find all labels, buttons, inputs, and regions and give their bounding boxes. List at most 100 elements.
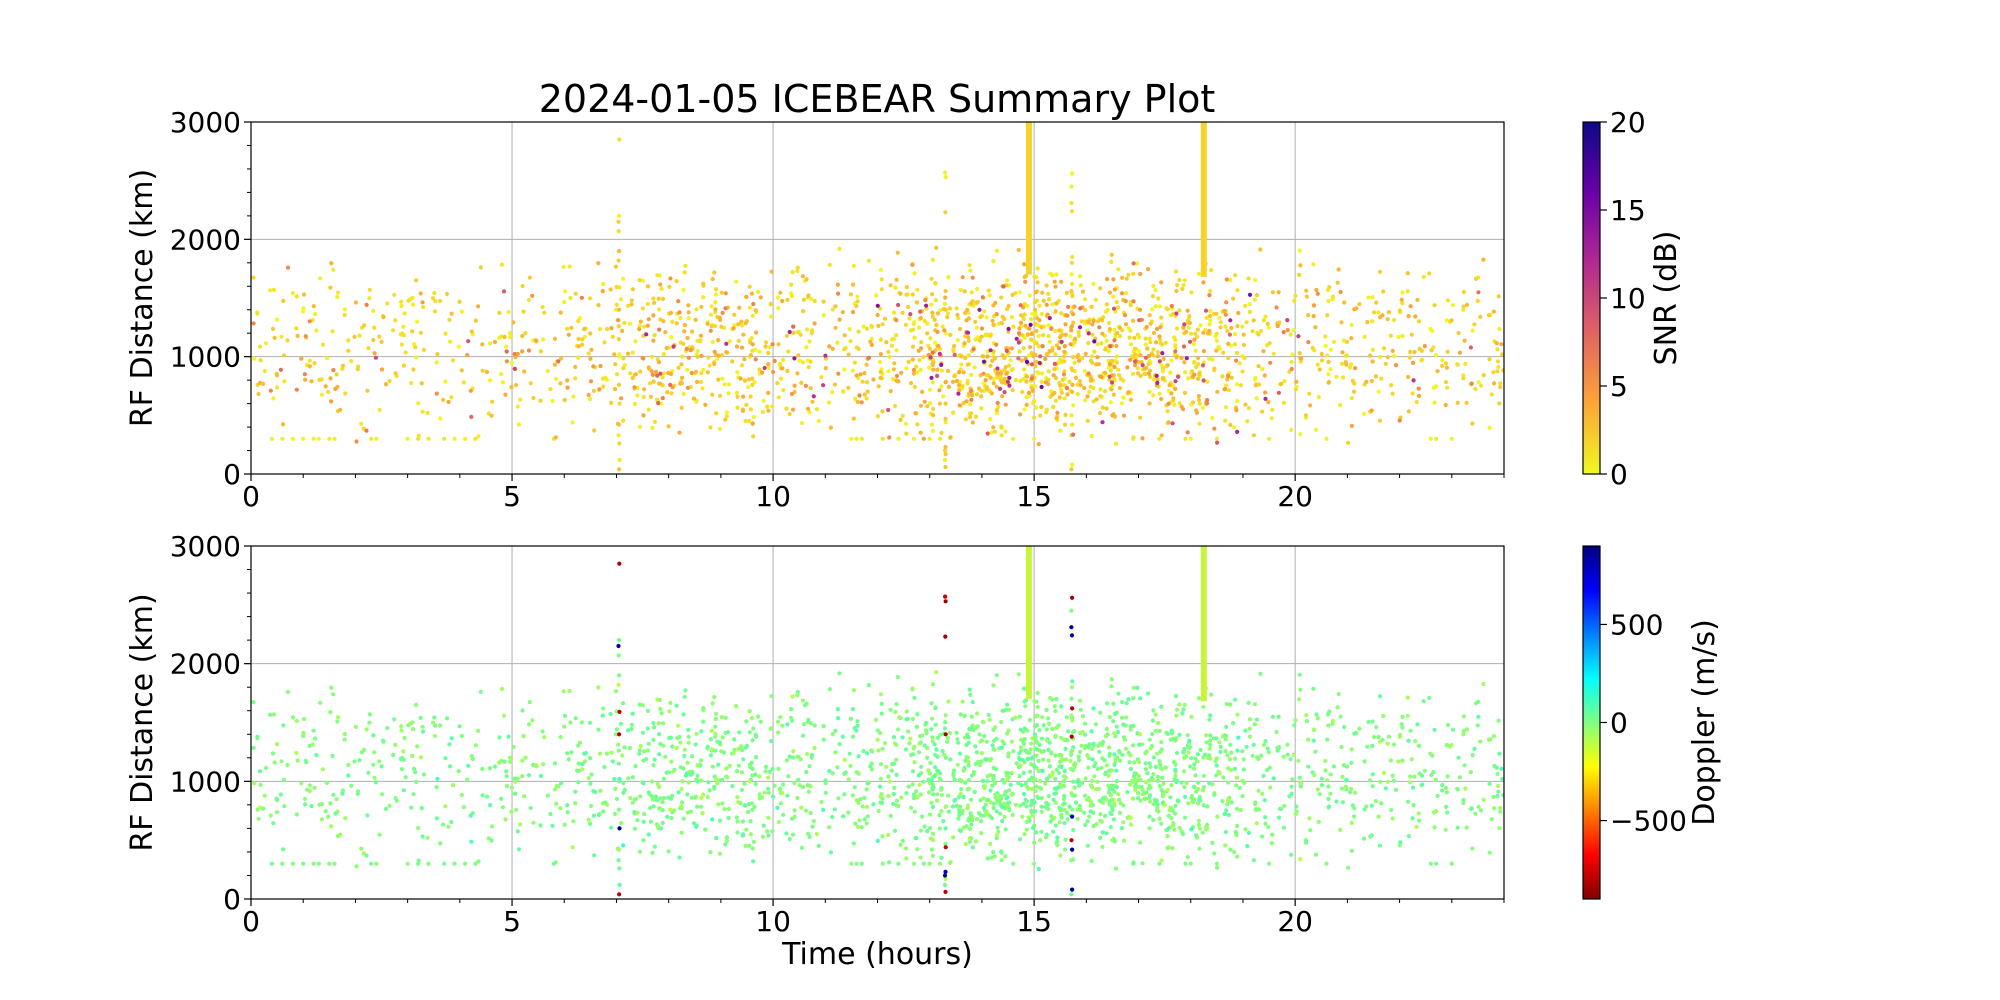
data-point xyxy=(1004,371,1009,376)
data-point xyxy=(837,742,842,747)
data-point xyxy=(927,436,932,441)
data-point xyxy=(616,761,621,766)
data-point xyxy=(658,826,664,831)
data-point xyxy=(1061,779,1067,784)
data-point xyxy=(1312,772,1317,778)
data-point xyxy=(1336,267,1341,272)
data-point xyxy=(617,561,622,566)
data-point xyxy=(911,792,917,797)
data-point xyxy=(955,338,960,343)
data-point xyxy=(917,741,922,746)
data-point xyxy=(459,309,464,314)
data-point xyxy=(629,298,634,303)
data-point xyxy=(1449,861,1454,866)
data-point xyxy=(648,819,654,824)
data-point xyxy=(812,298,817,304)
data-point xyxy=(896,804,901,809)
data-point xyxy=(592,428,597,433)
data-point xyxy=(878,776,884,781)
data-point xyxy=(937,351,942,356)
data-point xyxy=(948,332,953,337)
data-point xyxy=(1428,436,1433,441)
data-point xyxy=(645,284,651,289)
data-point xyxy=(943,307,948,312)
data-point xyxy=(708,753,713,758)
data-point xyxy=(932,317,937,322)
data-point xyxy=(1182,755,1187,761)
data-point xyxy=(884,340,889,345)
data-point xyxy=(888,283,893,288)
data-point xyxy=(1335,705,1340,710)
data-point xyxy=(722,806,727,812)
data-point xyxy=(1366,719,1371,725)
data-point xyxy=(1193,773,1198,778)
data-point xyxy=(601,384,606,389)
data-point xyxy=(1251,433,1256,438)
data-point xyxy=(770,404,775,409)
data-point xyxy=(1051,829,1056,834)
data-point xyxy=(932,774,937,779)
data-point xyxy=(1022,791,1027,797)
data-point xyxy=(579,295,585,300)
data-point xyxy=(476,859,481,864)
data-point xyxy=(1435,793,1440,799)
data-point xyxy=(751,839,757,844)
data-point xyxy=(676,299,681,304)
data-point xyxy=(699,729,704,734)
data-point xyxy=(874,717,879,723)
data-point xyxy=(677,430,682,435)
data-point xyxy=(372,775,377,780)
data-point xyxy=(833,750,838,755)
data-point xyxy=(392,717,397,722)
data-point xyxy=(480,368,485,373)
data-point xyxy=(943,889,948,895)
data-point xyxy=(991,850,996,855)
data-point xyxy=(1072,764,1077,770)
data-point xyxy=(1186,801,1191,806)
data-point xyxy=(262,793,267,798)
data-point xyxy=(416,861,421,866)
data-point xyxy=(331,368,336,373)
data-point xyxy=(303,802,308,807)
data-point xyxy=(1070,462,1075,467)
data-point xyxy=(713,300,718,305)
data-point xyxy=(1207,356,1212,361)
data-point xyxy=(1069,260,1074,265)
data-point xyxy=(827,400,832,405)
data-point xyxy=(1133,363,1138,368)
data-point xyxy=(956,816,961,821)
data-point xyxy=(1155,774,1160,779)
data-point xyxy=(750,807,755,812)
data-point xyxy=(432,733,438,739)
data-point xyxy=(1192,337,1197,342)
data-point xyxy=(864,804,870,810)
data-point xyxy=(1094,822,1099,827)
data-point xyxy=(1143,342,1148,347)
data-point xyxy=(1147,336,1152,341)
data-point xyxy=(1344,362,1349,367)
data-point xyxy=(699,304,704,309)
data-point xyxy=(377,334,382,339)
data-point xyxy=(1037,742,1042,748)
data-point xyxy=(1057,820,1062,825)
data-point xyxy=(681,341,686,346)
data-point xyxy=(716,353,721,358)
data-point xyxy=(1072,304,1077,309)
data-point xyxy=(977,307,982,312)
data-point xyxy=(945,315,950,320)
data-point xyxy=(887,354,892,359)
data-point xyxy=(946,699,951,704)
data-point xyxy=(705,744,710,749)
data-point xyxy=(1282,803,1287,808)
data-point xyxy=(1017,290,1022,295)
data-point xyxy=(1378,354,1383,360)
data-point xyxy=(998,386,1003,391)
data-point xyxy=(898,417,903,422)
data-point xyxy=(369,436,374,441)
data-point xyxy=(1024,379,1029,384)
data-point xyxy=(1268,785,1273,790)
data-point xyxy=(716,802,721,807)
data-point xyxy=(763,344,768,349)
data-point xyxy=(1497,326,1502,332)
data-point xyxy=(699,353,704,358)
